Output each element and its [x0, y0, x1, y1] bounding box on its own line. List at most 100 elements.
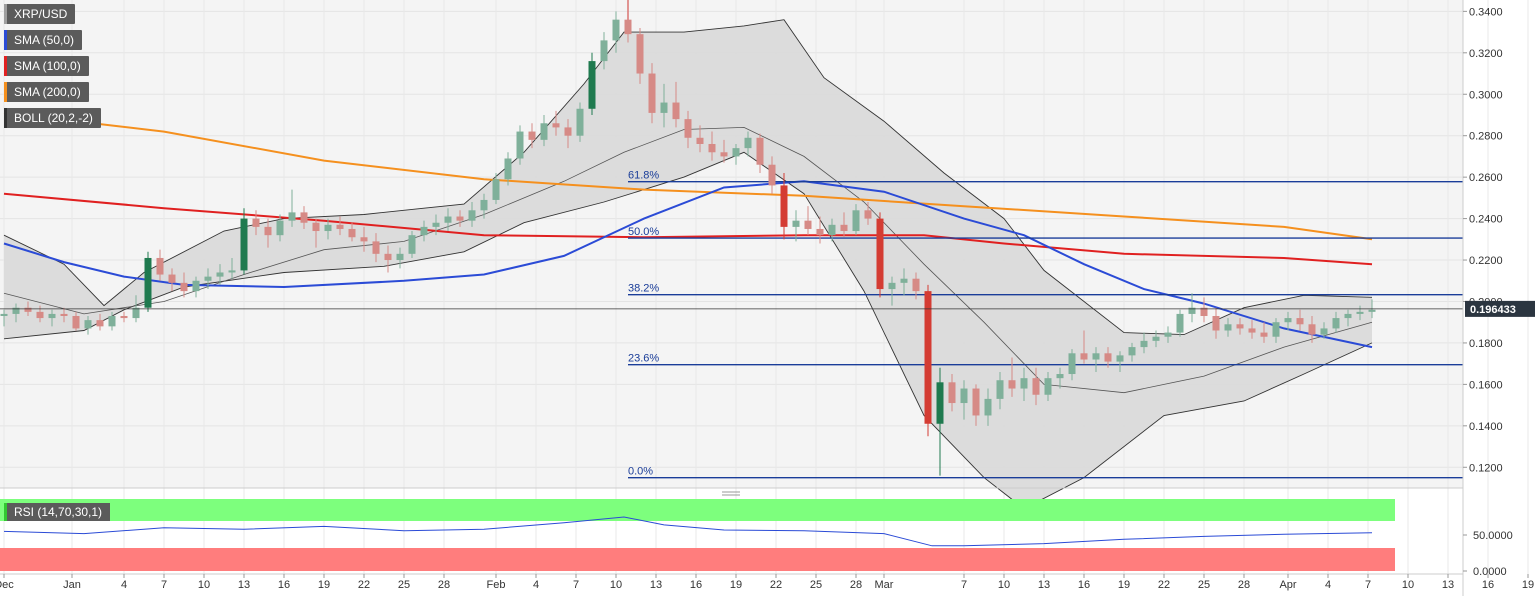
- candle-body: [720, 152, 728, 157]
- y-tick-label: 0.3000: [1469, 89, 1503, 101]
- candle-body: [312, 222, 320, 232]
- candle-body: [1320, 328, 1328, 335]
- x-tick-label: 4: [1325, 579, 1331, 591]
- candle-body: [768, 164, 776, 186]
- candle-body: [996, 380, 1004, 399]
- candle-body: [1200, 307, 1208, 316]
- candle-body: [1008, 380, 1016, 389]
- candle-body: [24, 307, 32, 312]
- candle-body: [300, 212, 308, 223]
- sma100-line: [3, 192, 1373, 266]
- bollinger-band-fill: [4, 19, 1372, 509]
- bollinger-upper-line: [3, 19, 1373, 336]
- candle-body: [168, 274, 176, 283]
- x-tick-label: 28: [1238, 579, 1250, 591]
- candle-body: [636, 34, 644, 74]
- x-tick-label: 25: [810, 579, 822, 591]
- legend-item[interactable]: XRP/USD: [4, 4, 76, 24]
- y-tick-label: 0.2400: [1469, 214, 1503, 226]
- x-tick-label: 10: [198, 579, 210, 591]
- candle-body: [804, 220, 812, 229]
- candle-body: [1332, 318, 1340, 329]
- candle-body: [1140, 340, 1148, 348]
- candle-body: [288, 212, 296, 221]
- candle-body: [1356, 311, 1364, 314]
- candle-body: [1044, 378, 1052, 395]
- candle-body: [672, 102, 680, 120]
- candle-body: [564, 127, 572, 136]
- candle-body: [852, 210, 860, 232]
- x-tick-label: 7: [1365, 579, 1371, 591]
- candle-body: [72, 315, 80, 329]
- candle-body: [1308, 324, 1316, 335]
- candle-body: [960, 388, 968, 404]
- x-tick-label: Mar: [875, 579, 894, 591]
- candle-body: [972, 388, 980, 416]
- candle-body: [12, 307, 20, 314]
- rsi-swatch: [4, 503, 7, 521]
- candle-body: [1212, 315, 1220, 331]
- candle-body: [840, 224, 848, 232]
- candle-body: [480, 199, 488, 211]
- candle-body: [696, 137, 704, 144]
- candle-body: [1260, 332, 1268, 337]
- legend-item[interactable]: BOLL (20,2,-2): [4, 108, 101, 128]
- candle-body: [1368, 309, 1376, 312]
- candle-body: [216, 272, 224, 277]
- x-tick-label: 25: [1198, 579, 1210, 591]
- legend-item[interactable]: SMA (100,0): [4, 56, 89, 76]
- candle-body: [684, 119, 692, 138]
- candle-body: [888, 282, 896, 290]
- candle-body: [408, 235, 416, 254]
- candle-body: [1164, 332, 1172, 337]
- candle-body: [936, 382, 944, 424]
- candle-body: [708, 143, 716, 153]
- candle-body: [456, 216, 464, 221]
- last-price-tag-text: 0.196433: [1470, 304, 1516, 316]
- last-price-tag: 0.196433: [1465, 300, 1535, 317]
- candle-body: [744, 137, 752, 149]
- x-tick-label: 10: [998, 579, 1010, 591]
- candle-body: [1056, 374, 1064, 379]
- candle-body: [504, 158, 512, 180]
- legend-label: SMA (50,0): [14, 33, 75, 47]
- x-tick-label: Dec: [0, 579, 14, 591]
- fib-label: 23.6%: [628, 353, 659, 365]
- legend-item[interactable]: SMA (50,0): [4, 30, 83, 50]
- candle-body: [864, 210, 872, 219]
- candle-body: [432, 222, 440, 227]
- candle-body: [240, 218, 248, 271]
- candle-body: [252, 218, 260, 227]
- candle-body: [264, 226, 272, 236]
- x-tick-label: 28: [850, 579, 862, 591]
- x-tick-label: 10: [1402, 579, 1414, 591]
- candle-body: [1032, 378, 1040, 395]
- legend-swatch: [4, 108, 7, 128]
- rsi-label-text: RSI (14,70,30,1): [14, 505, 103, 519]
- candle-body: [204, 276, 212, 281]
- legend-item[interactable]: SMA (200,0): [4, 82, 89, 102]
- rsi-overbought-zone: [0, 499, 1395, 521]
- candle-body: [36, 311, 44, 319]
- candle-body: [1104, 353, 1112, 362]
- candle-body: [348, 228, 356, 238]
- x-tick-label: 4: [121, 579, 127, 591]
- candle-body: [1284, 318, 1292, 323]
- candle-body: [1248, 328, 1256, 333]
- x-tick-label: 19: [1118, 579, 1130, 591]
- bollinger-middle-line: [3, 126, 1373, 394]
- candle-body: [600, 40, 608, 62]
- y-tick-label: 0.2200: [1469, 255, 1503, 267]
- y-tick-label: 0.3200: [1469, 48, 1503, 60]
- candle-body: [96, 320, 104, 327]
- rsi-label[interactable]: RSI (14,70,30,1): [4, 503, 111, 521]
- y-tick-label: 0.1800: [1469, 338, 1503, 350]
- candle-body: [360, 237, 368, 242]
- candle-body: [612, 19, 620, 41]
- candle-body: [540, 123, 548, 140]
- x-tick-label: 4: [533, 579, 539, 591]
- candle-body: [660, 102, 668, 113]
- x-tick-label: 7: [961, 579, 967, 591]
- x-tick-label: 16: [1078, 579, 1090, 591]
- candle-body: [780, 185, 788, 227]
